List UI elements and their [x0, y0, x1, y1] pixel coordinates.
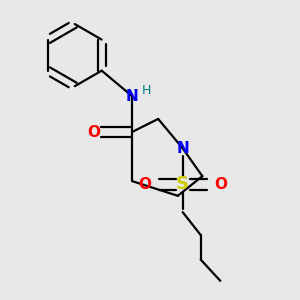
Text: O: O — [87, 124, 100, 140]
Text: O: O — [138, 177, 151, 192]
Text: O: O — [214, 177, 227, 192]
Text: N: N — [126, 88, 138, 104]
Text: H: H — [142, 84, 152, 97]
Text: N: N — [176, 141, 189, 156]
Text: S: S — [176, 176, 189, 194]
